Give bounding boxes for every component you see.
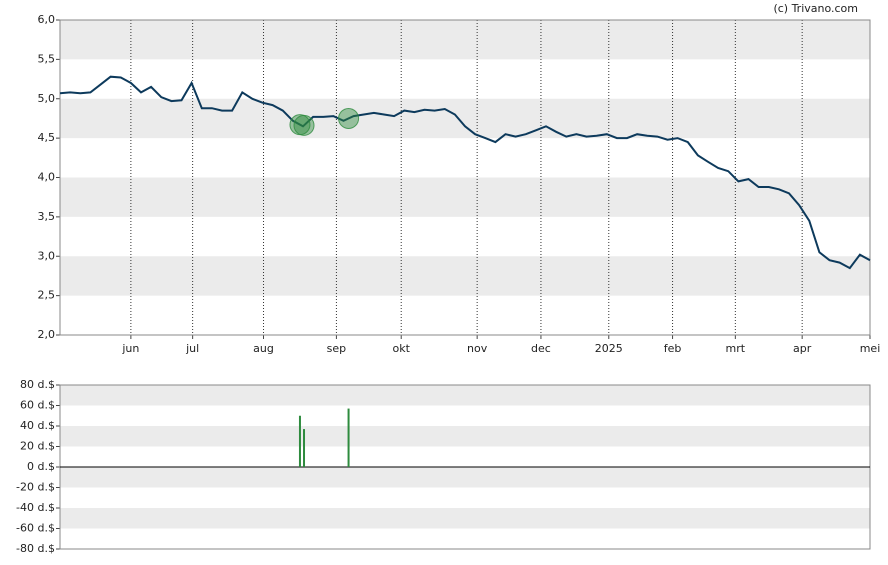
grid-band	[60, 426, 870, 447]
event-marker	[338, 107, 360, 129]
y-tick-label: 80 d.$	[20, 378, 55, 391]
y-tick-label: 20 d.$	[20, 440, 55, 453]
y-tick-label: 6,0	[38, 13, 56, 26]
y-tick-label: -60 d.$	[16, 522, 55, 535]
bar	[298, 415, 301, 467]
x-tick-label: apr	[793, 342, 812, 355]
grid-band	[60, 98, 870, 139]
x-tick-label: nov	[467, 342, 488, 355]
grid-band	[60, 385, 870, 406]
bar	[303, 429, 306, 467]
x-tick-label: aug	[253, 342, 274, 355]
grid-band	[60, 508, 870, 529]
plot-frame	[59, 19, 871, 336]
x-tick-label: mrt	[726, 342, 746, 355]
price-line	[59, 75, 871, 270]
y-tick-label: -40 d.$	[16, 501, 55, 514]
x-tick-label: sep	[327, 342, 346, 355]
y-tick-label: 0 d.$	[27, 460, 55, 473]
credit: (c) Trivano.com	[773, 2, 858, 15]
y-tick-label: 4,5	[38, 131, 56, 144]
x-tick-label: feb	[664, 342, 682, 355]
grid-band	[60, 177, 870, 217]
event-marker	[293, 114, 315, 136]
x-tick-label: dec	[531, 342, 551, 355]
y-tick-label: 3,0	[38, 249, 56, 262]
grid-band	[60, 256, 870, 296]
x-tick-label: okt	[393, 342, 411, 355]
grid-band	[60, 20, 870, 60]
bar	[347, 408, 350, 467]
x-tick-label: jun	[121, 342, 139, 355]
grid-band	[60, 467, 870, 488]
x-tick-label: jul	[185, 342, 199, 355]
y-tick-label: 3,5	[38, 210, 56, 223]
y-tick-label: 5,0	[38, 92, 56, 105]
x-tick-label: 2025	[595, 342, 623, 355]
y-tick-label: -20 d.$	[16, 481, 55, 494]
y-tick-label: 2,0	[38, 328, 56, 341]
y-tick-label: 2,5	[38, 289, 56, 302]
y-tick-label: 60 d.$	[20, 399, 55, 412]
x-tick-label: mei	[860, 342, 881, 355]
y-tick-label: 5,5	[38, 52, 56, 65]
y-tick-label: -80 d.$	[16, 542, 55, 555]
y-tick-label: 4,0	[38, 171, 56, 184]
y-tick-label: 40 d.$	[20, 419, 55, 432]
